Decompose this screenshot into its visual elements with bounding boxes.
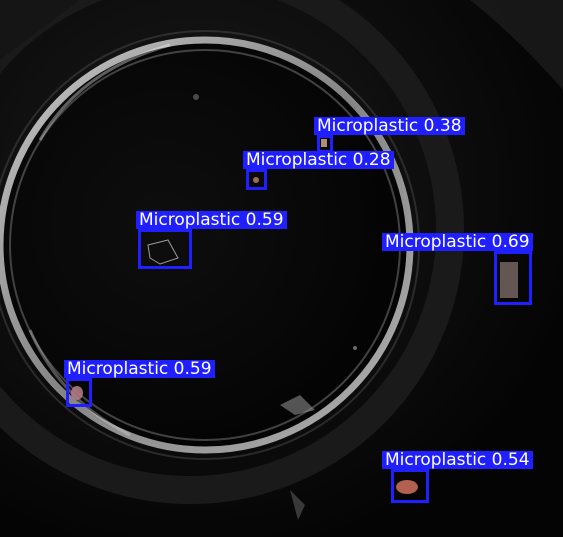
glass-reflection [38,43,171,141]
particles [71,94,518,520]
detection-box [391,469,429,503]
detection-label: Microplastic 0.38 [314,117,465,135]
detection-label: Microplastic 0.54 [382,451,533,469]
detection-label: Microplastic 0.59 [136,211,287,229]
detection-microplastic: Microplastic 0.59 [64,360,215,407]
corner-highlight [470,0,563,90]
glass-reflection-lower [28,329,131,437]
detection-microplastic: Microplastic 0.59 [136,211,287,269]
detection-label: Microplastic 0.28 [243,151,394,169]
detection-box [494,251,532,305]
dish-holder [0,0,464,504]
corner-shadow [0,0,80,60]
detection-box [246,169,267,190]
detection-microplastic: Microplastic 0.28 [243,151,394,190]
detection-label: Microplastic 0.69 [382,233,533,251]
detection-label: Microplastic 0.59 [64,360,215,378]
detection-box [66,378,92,407]
detection-microplastic: Microplastic 0.69 [382,233,533,305]
dish-interior [0,40,410,450]
detection-microplastic: Microplastic 0.38 [314,117,465,153]
detection-box [138,229,192,269]
detection-microplastic: Microplastic 0.54 [382,451,533,503]
